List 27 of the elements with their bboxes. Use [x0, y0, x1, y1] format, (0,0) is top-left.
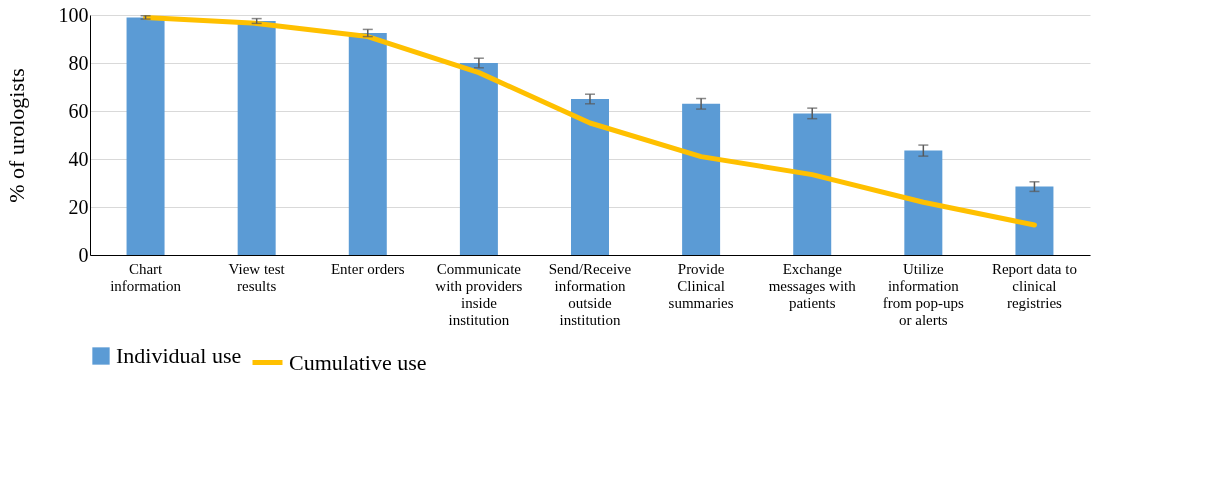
bar	[571, 99, 609, 255]
y-axis-title: % of urologists	[3, 68, 29, 203]
x-tick-label: Communicate with providers inside institution	[435, 260, 523, 328]
y-tick-label: 0	[78, 243, 89, 266]
bar	[682, 103, 721, 255]
x-tick-label: Enter orders	[330, 260, 405, 277]
y-tick-label: 20	[68, 195, 89, 218]
x-tick-label: Exchange messages with patients	[768, 260, 857, 311]
x-tick-label: Send/Receive information outside institution	[548, 260, 632, 328]
bar	[237, 21, 276, 255]
y-tick-label: 40	[68, 147, 89, 170]
legend-label: Cumulative use	[289, 349, 427, 375]
y-tick-label: 60	[68, 99, 89, 122]
bar	[793, 113, 832, 255]
x-tick-label: Chart information	[110, 260, 182, 294]
bar	[1015, 186, 1054, 255]
y-tick-label: 80	[68, 51, 89, 74]
bar	[904, 150, 943, 255]
x-tick-label: Utilize information from pop-ups or alerts	[882, 260, 965, 328]
legend-label: Individual use	[116, 343, 242, 368]
x-tick-label: Provide Clinical summaries	[668, 260, 734, 311]
bar	[126, 17, 165, 255]
x-tick-label: View test results	[228, 260, 286, 294]
y-tick-label: 100	[58, 3, 89, 26]
bar	[459, 63, 498, 255]
x-tick-label: Report data to clinical registries	[991, 260, 1077, 311]
bar	[348, 33, 387, 255]
